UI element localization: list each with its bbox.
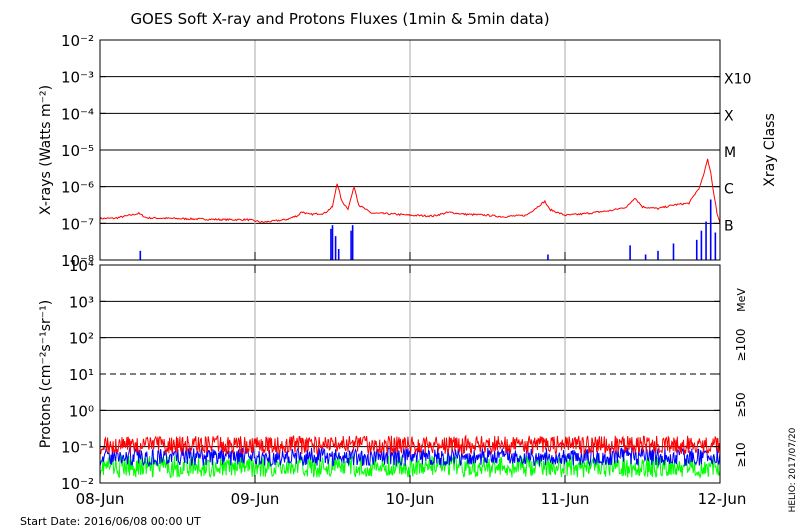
proton-y-tick-label: 10⁰ (69, 402, 94, 420)
x-tick-label: 11-Jun (541, 490, 590, 508)
proton-series (99, 434, 721, 480)
xray-class-label: M (724, 145, 736, 161)
proton-line-ge10 (99, 434, 721, 455)
xray-class-label: C (724, 182, 734, 198)
x-tick-label: 09-Jun (231, 490, 280, 508)
x-axis: 08-Jun 09-Jun 10-Jun 11-Jun 12-Jun (76, 252, 747, 508)
xray-long-line (99, 158, 721, 224)
xray-ylabel: X-rays (Watts m⁻²) (38, 85, 54, 215)
x-tick-label: 10-Jun (386, 490, 435, 508)
proton-ylabel: Protons (cm⁻²s⁻¹sr⁻¹) (38, 300, 54, 449)
start-date: Start Date: 2016/06/08 00:00 UT (20, 515, 201, 528)
xray-y-tick-label: 10⁻² (61, 32, 94, 50)
proton-legend: ≥100 ≥50 ≥10 (734, 329, 748, 468)
xray-y-tick-label: 10⁻⁸ (61, 252, 94, 270)
proton-y-tick-label: 10⁻² (61, 475, 94, 493)
proton-y-ticks: 10⁴ 10³ 10² 10¹ 10⁰ 10⁻¹ 10⁻² (61, 257, 720, 493)
xray-y-tick-label: 10⁻³ (61, 69, 94, 87)
proton-y-tick-label: 10¹ (69, 366, 94, 384)
proton-y-tick-label: 10³ (69, 293, 94, 311)
xray-class-label: X (724, 108, 734, 124)
xray-grid (100, 40, 720, 260)
xray-y-tick-label: 10⁻⁷ (61, 215, 94, 233)
proton-legend-ge100: ≥100 (734, 329, 748, 362)
xray-panel: 10⁻² 10⁻³ 10⁻⁴ 10⁻⁵ 10⁻⁶ 10⁻⁷ 10⁻⁸ X10 X M C B X-r… (38, 32, 778, 270)
proton-unit-label: MeV (735, 288, 748, 312)
proton-y-tick-label: 10⁴ (69, 257, 94, 275)
x-tick-label: 12-Jun (698, 490, 747, 508)
xray-class-label: B (724, 218, 734, 234)
chart-title: GOES Soft X-ray and Protons Fluxes (1min… (130, 10, 549, 28)
xray-class-label: X10 (724, 72, 751, 88)
xray-class-axis-label: Xray Class (762, 113, 778, 187)
credit-label: HELIO: 2017/07/20 (788, 427, 798, 512)
proton-y-tick-label: 10⁻¹ (61, 439, 94, 457)
xray-y-tick-label: 10⁻⁶ (61, 179, 94, 197)
x-tick-label: 08-Jun (76, 490, 125, 508)
proton-y-tick-label: 10² (69, 330, 94, 348)
xray-y-tick-label: 10⁻⁴ (61, 105, 94, 123)
xray-y-ticks: 10⁻² 10⁻³ 10⁻⁴ 10⁻⁵ 10⁻⁶ 10⁻⁷ 10⁻⁸ (61, 32, 720, 270)
xray-y-tick-label: 10⁻⁵ (61, 142, 94, 160)
xray-classes: X10 X M C B (724, 72, 751, 235)
xray-series (99, 158, 721, 260)
proton-legend-ge50: ≥50 (734, 392, 748, 417)
proton-legend-ge10: ≥10 (734, 442, 748, 467)
proton-panel: 10⁴ 10³ 10² 10¹ 10⁰ 10⁻¹ 10⁻² Protons (cm⁻²s⁻¹… (38, 257, 748, 493)
